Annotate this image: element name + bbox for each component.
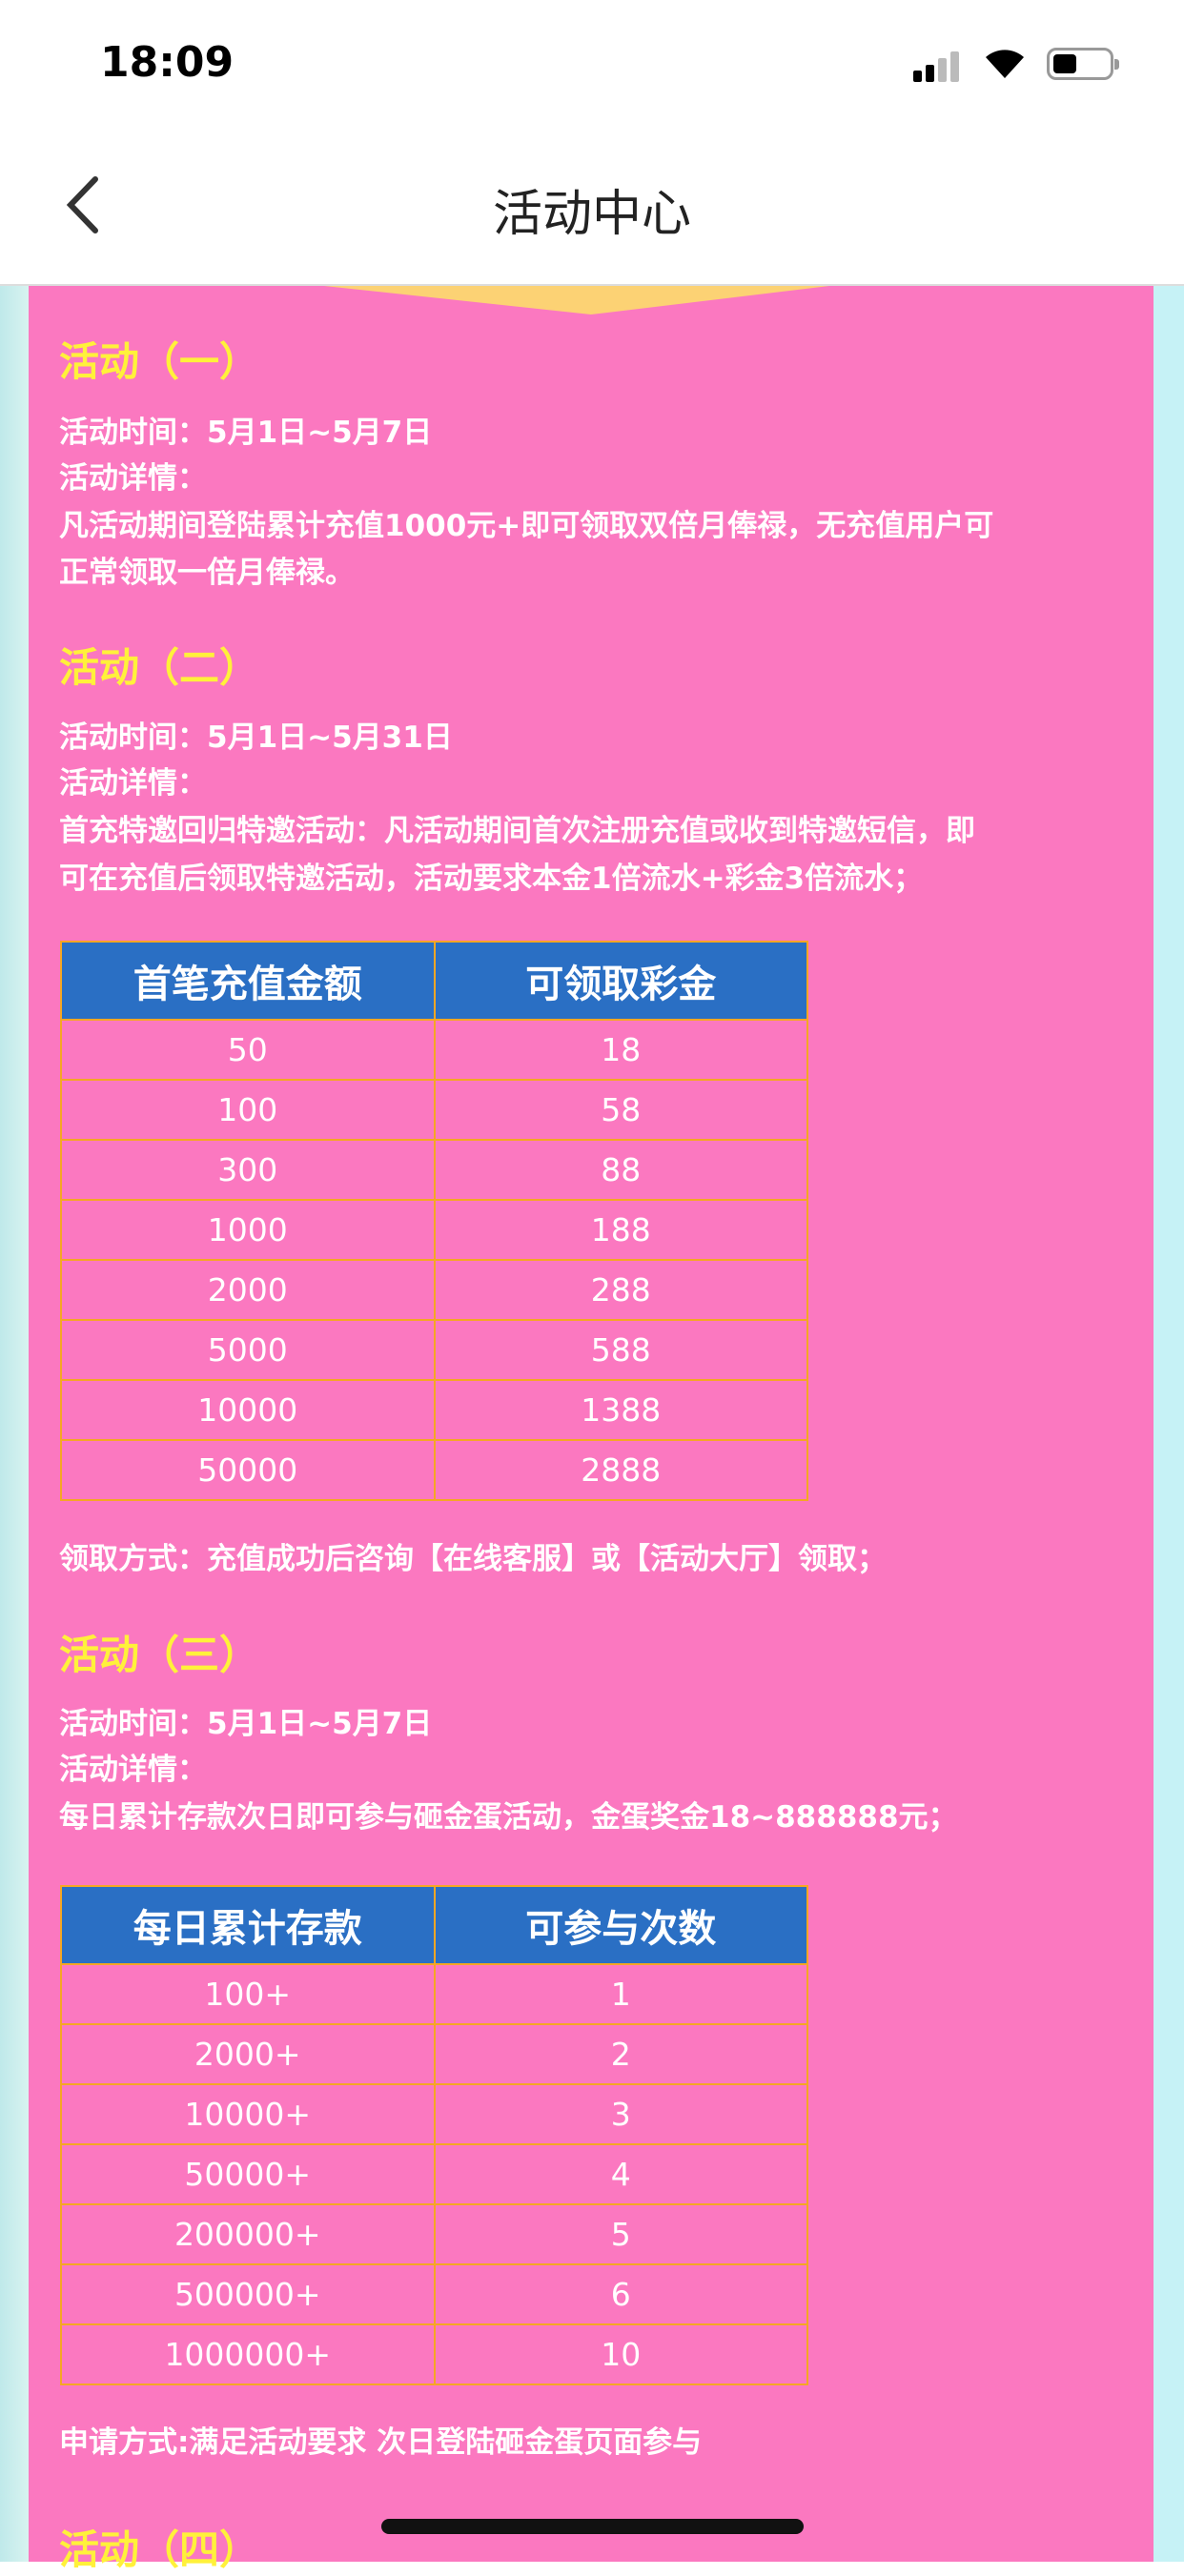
table-cell: 2888 xyxy=(433,1439,808,1501)
table-cell: 1388 xyxy=(433,1379,808,1441)
table-cell: 1000000+ xyxy=(60,2323,436,2385)
table-cell: 50000 xyxy=(60,1439,436,1501)
table-cell: 188 xyxy=(433,1199,808,1261)
status-bar: 18:09 xyxy=(0,0,1184,124)
activity-3-detail: 每日累计存款次日即可参与砸金蛋活动，金蛋奖金18~888888元； xyxy=(59,1800,958,1835)
activity-3-time: 活动时间：5月1日~5月7日 xyxy=(59,1707,433,1741)
table-cell: 50 xyxy=(60,1019,436,1081)
table-cell: 58 xyxy=(433,1079,808,1141)
table-cell: 588 xyxy=(433,1319,808,1381)
activity-1-time: 活动时间：5月1日~5月7日 xyxy=(59,416,433,450)
table-cell: 88 xyxy=(433,1139,808,1201)
back-chevron-icon[interactable] xyxy=(59,172,116,238)
table-header-row: 每日累计存款 可参与次数 xyxy=(60,1885,808,1965)
table-row: 50000+ 4 xyxy=(60,2143,808,2205)
table-cell: 5000 xyxy=(60,1319,436,1381)
activity-2-detail: 首充特邀回归特邀活动：凡活动期间首次注册充值或收到特邀短信，即 xyxy=(59,814,975,848)
table-cell: 3 xyxy=(433,2083,808,2145)
table-cell: 18 xyxy=(433,1019,808,1081)
table-row: 5000 588 xyxy=(60,1319,808,1381)
table-cell: 10000 xyxy=(60,1379,436,1441)
table-row: 10000+ 3 xyxy=(60,2083,808,2145)
home-indicator[interactable] xyxy=(381,2519,804,2534)
table-cell: 4 xyxy=(433,2143,808,2205)
table-row: 200000+ 5 xyxy=(60,2203,808,2265)
activity-2-note: 领取方式：充值成功后咨询【在线客服】或【活动大厅】领取； xyxy=(59,1542,887,1576)
table-cell: 1000 xyxy=(60,1199,436,1261)
column-header: 可领取彩金 xyxy=(433,941,808,1021)
bonus-table: 首笔充值金额 可领取彩金 50 18 100 58 300 88 1000 188 2000 288 5… xyxy=(60,941,808,1501)
cellular-signal-icon xyxy=(913,50,961,82)
nav-bar: 活动中心 xyxy=(0,124,1184,286)
column-header: 可参与次数 xyxy=(433,1885,808,1965)
table-cell: 50000+ xyxy=(60,2143,436,2205)
table-cell: 6 xyxy=(433,2263,808,2325)
activity-1-heading: 活动（一） xyxy=(59,338,260,385)
table-cell: 300 xyxy=(60,1139,436,1201)
column-header: 首笔充值金额 xyxy=(60,941,436,1021)
table-row: 100 58 xyxy=(60,1079,808,1141)
table-cell: 500000+ xyxy=(60,2263,436,2325)
activity-2-heading: 活动（二） xyxy=(59,644,260,691)
table-row: 1000000+ 10 xyxy=(60,2323,808,2385)
activity-3-note: 申请方式:满足活动要求 次日登陆砸金蛋页面参与 xyxy=(59,2425,703,2460)
table-cell: 100+ xyxy=(60,1963,436,2025)
table-row: 1000 188 xyxy=(60,1199,808,1261)
table-header-row: 首笔充值金额 可领取彩金 xyxy=(60,941,808,1021)
table-cell: 200000+ xyxy=(60,2203,436,2265)
activity-2-time: 活动时间：5月1日~5月31日 xyxy=(59,720,453,755)
activity-1-detail-label: 活动详情： xyxy=(59,461,207,496)
table-cell: 10000+ xyxy=(60,2083,436,2145)
table-row: 50 18 xyxy=(60,1019,808,1081)
table-cell: 288 xyxy=(433,1259,808,1321)
table-cell: 2000+ xyxy=(60,2023,436,2085)
table-row: 2000+ 2 xyxy=(60,2023,808,2085)
table-cell: 2 xyxy=(433,2023,808,2085)
activity-2-detail: 可在充值后领取特邀活动，活动要求本金1倍流水+彩金3倍流水； xyxy=(59,862,924,896)
table-cell: 10 xyxy=(433,2323,808,2385)
table-cell: 1 xyxy=(433,1963,808,2025)
table-row: 10000 1388 xyxy=(60,1379,808,1441)
column-header: 每日累计存款 xyxy=(60,1885,436,1965)
decorative-banner-tip xyxy=(324,286,829,314)
activity-3-heading: 活动（三） xyxy=(59,1632,260,1678)
page-title: 活动中心 xyxy=(492,186,691,243)
deposit-table: 每日累计存款 可参与次数 100+ 1 2000+ 2 10000+ 3 50000+ 4 2000… xyxy=(60,1885,808,2385)
status-time: 18:09 xyxy=(100,38,235,87)
table-row: 2000 288 xyxy=(60,1259,808,1321)
activity-1-detail: 正常领取一倍月俸禄。 xyxy=(59,556,355,590)
table-cell: 5 xyxy=(433,2203,808,2265)
table-row: 300 88 xyxy=(60,1139,808,1201)
activity-2-detail-label: 活动详情： xyxy=(59,766,207,801)
table-row: 100+ 1 xyxy=(60,1963,808,2025)
activity-1-detail: 凡活动期间登陆累计充值1000元+即可领取双倍月俸禄，无充值用户可 xyxy=(59,509,994,543)
table-cell: 100 xyxy=(60,1079,436,1141)
wifi-icon xyxy=(986,50,1024,78)
activity-4-heading: 活动（四） xyxy=(59,2526,260,2573)
activity-3-detail-label: 活动详情： xyxy=(59,1753,207,1787)
table-row: 500000+ 6 xyxy=(60,2263,808,2325)
table-cell: 2000 xyxy=(60,1259,436,1321)
table-row: 50000 2888 xyxy=(60,1439,808,1501)
battery-icon xyxy=(1047,48,1119,80)
